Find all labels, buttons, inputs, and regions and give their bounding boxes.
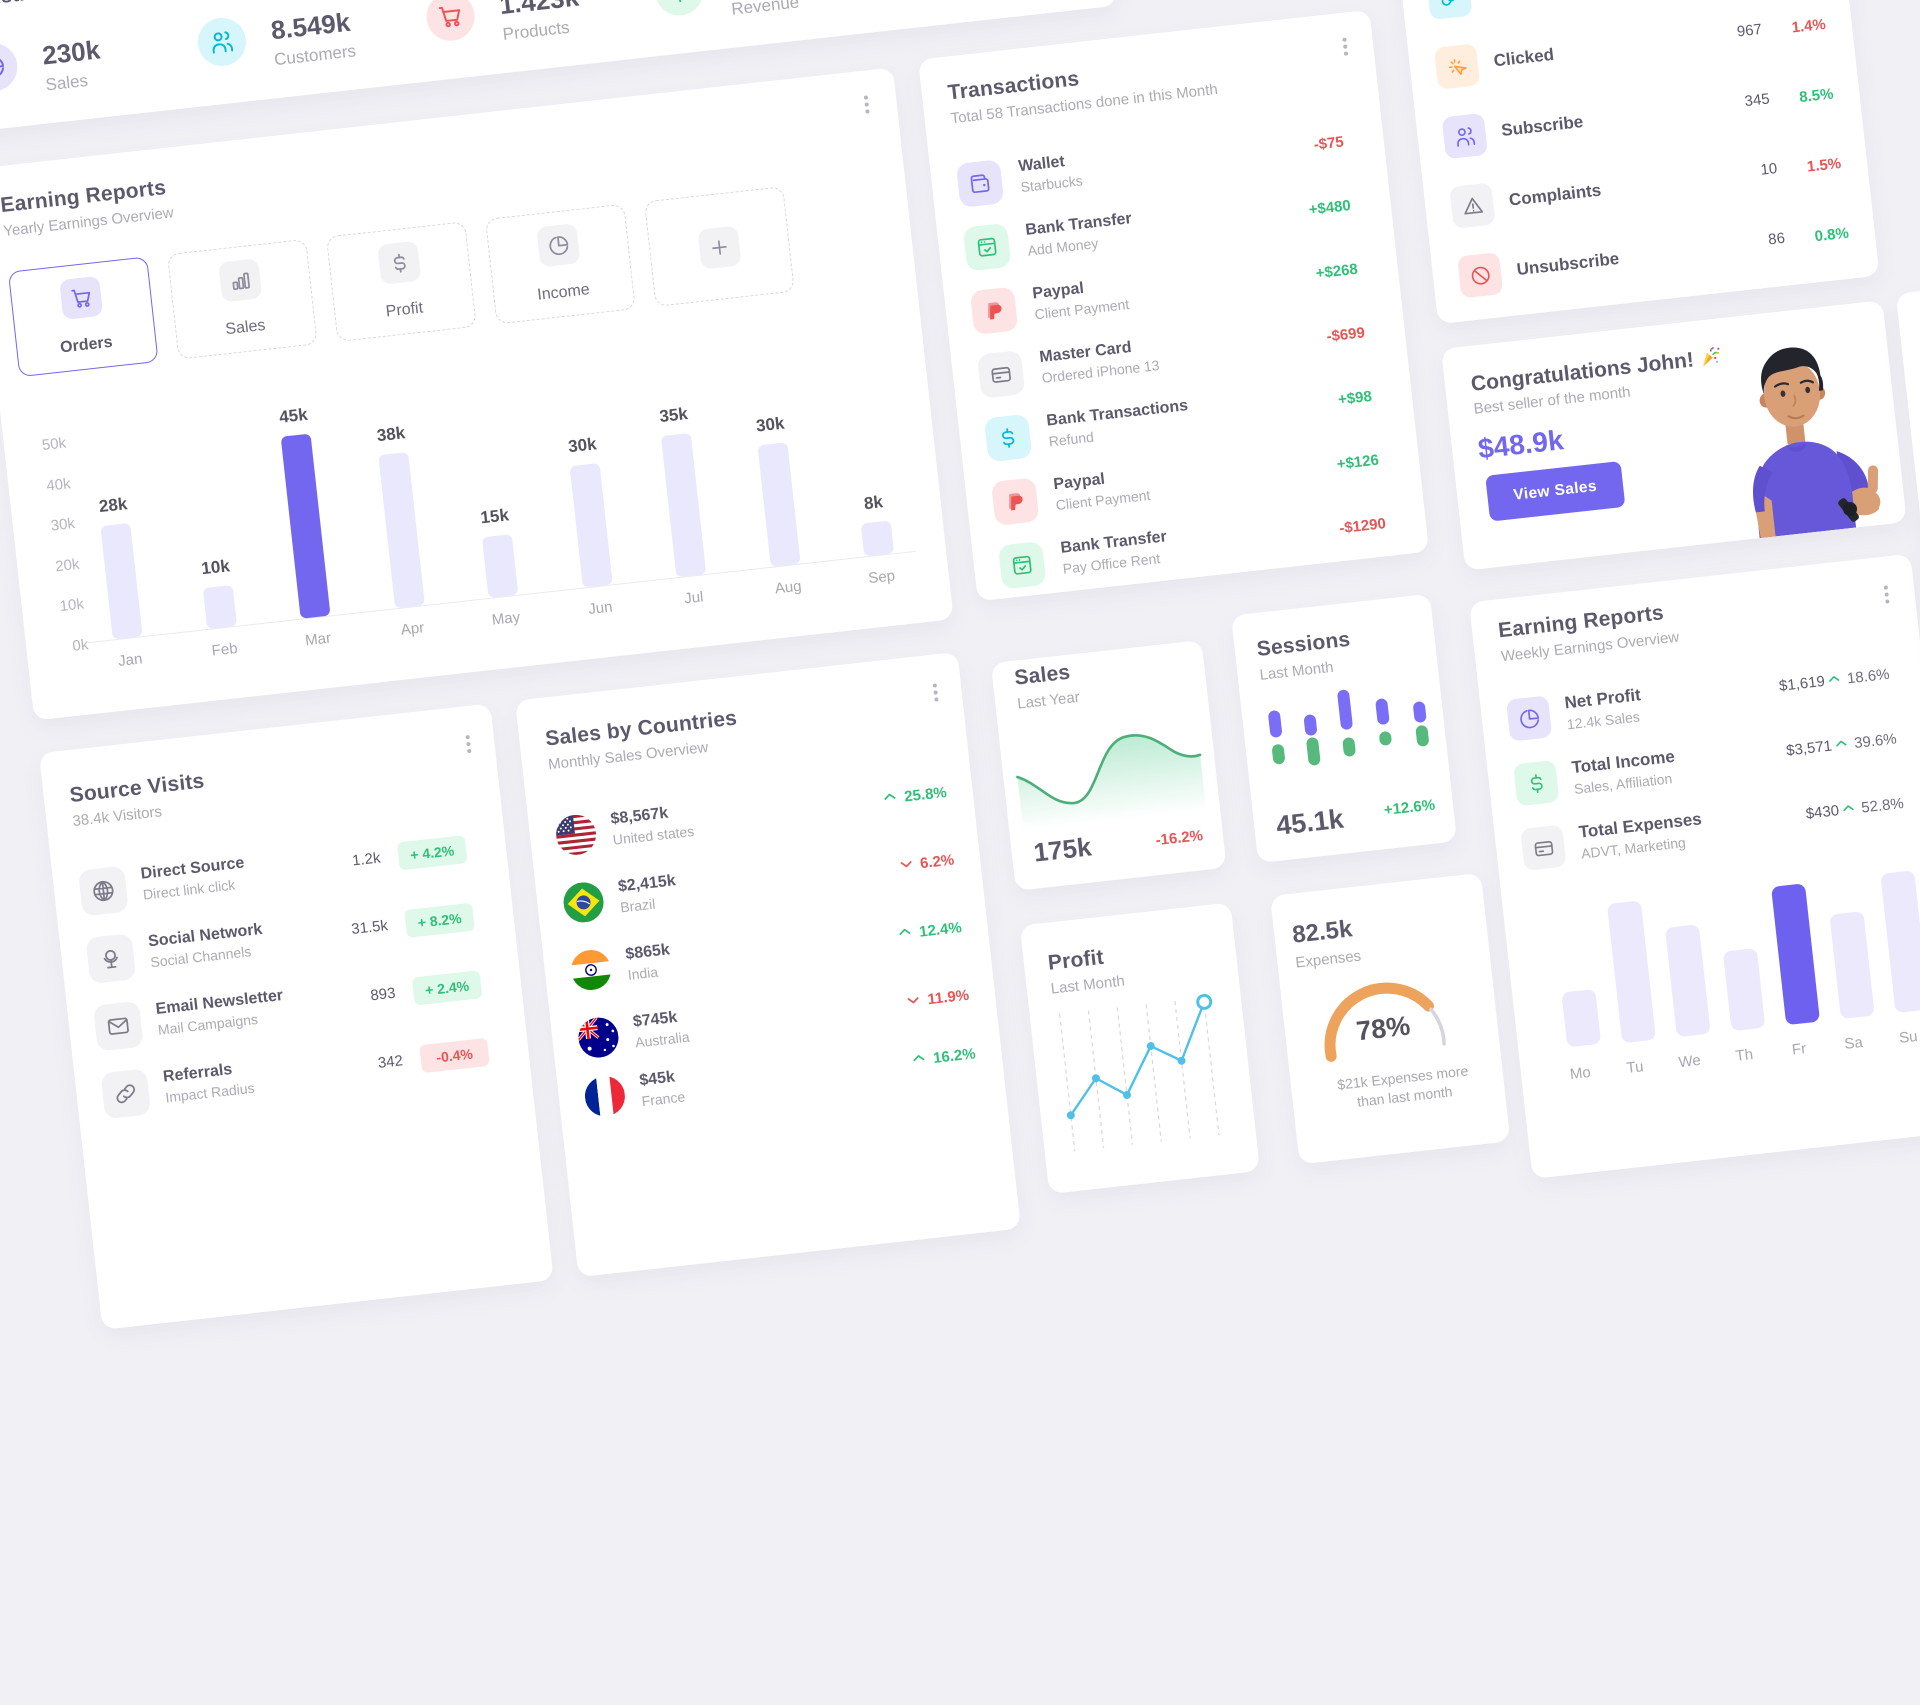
svg-text:78%: 78%: [1355, 1011, 1412, 1047]
